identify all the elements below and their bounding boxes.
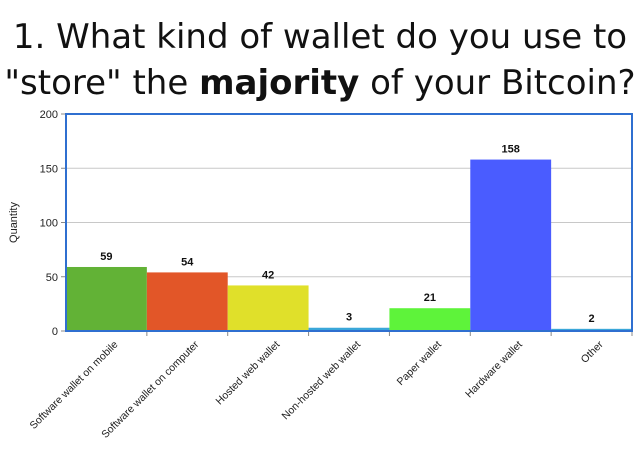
y-tick-label: 100 <box>40 218 58 230</box>
title-line-2: "store" the majority of your Bitcoin? <box>0 60 640 106</box>
bar <box>308 327 390 331</box>
bar <box>227 285 309 331</box>
y-tick-label: 0 <box>52 326 58 338</box>
x-category-label: Hardware wallet <box>463 339 525 401</box>
x-category-label: Other <box>579 338 606 365</box>
x-category-label: Non-hosted web wallet <box>280 339 364 423</box>
bar-value-label: 158 <box>502 144 520 156</box>
bar <box>551 328 632 331</box>
x-category-label: Paper wallet <box>395 339 444 388</box>
bar-value-label: 59 <box>100 251 112 263</box>
x-category-label: Hosted web wallet <box>214 339 283 408</box>
title-line-2-end: of your Bitcoin? <box>359 63 636 103</box>
bar <box>470 159 552 331</box>
y-tick-label: 200 <box>40 109 58 121</box>
title-line-1: 1. What kind of wallet do you use to <box>12 17 628 57</box>
x-category-label: Software wallet on mobile <box>27 339 120 432</box>
bar <box>389 308 471 331</box>
bar-value-label: 54 <box>181 256 194 268</box>
bar-value-label: 2 <box>589 313 595 325</box>
y-tick-label: 50 <box>46 272 58 284</box>
bar <box>146 272 228 331</box>
bar-value-label: 21 <box>424 292 436 304</box>
bar <box>66 266 147 331</box>
chart-title: 1. What kind of wallet do you use to "st… <box>0 14 640 106</box>
title-emphasis: majority <box>199 63 360 103</box>
y-tick-label: 150 <box>40 163 58 175</box>
title-line-2-start: "store" the <box>4 63 200 103</box>
y-axis-title: Quantity <box>8 202 20 243</box>
x-category-label: Software wallet on computer <box>99 338 202 441</box>
bar-value-label: 42 <box>262 269 274 281</box>
bar-value-label: 3 <box>346 312 352 324</box>
plot-frame <box>65 113 633 332</box>
